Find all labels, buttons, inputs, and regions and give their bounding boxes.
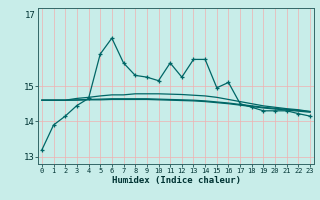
Text: 17: 17 xyxy=(25,11,36,20)
X-axis label: Humidex (Indice chaleur): Humidex (Indice chaleur) xyxy=(111,176,241,185)
